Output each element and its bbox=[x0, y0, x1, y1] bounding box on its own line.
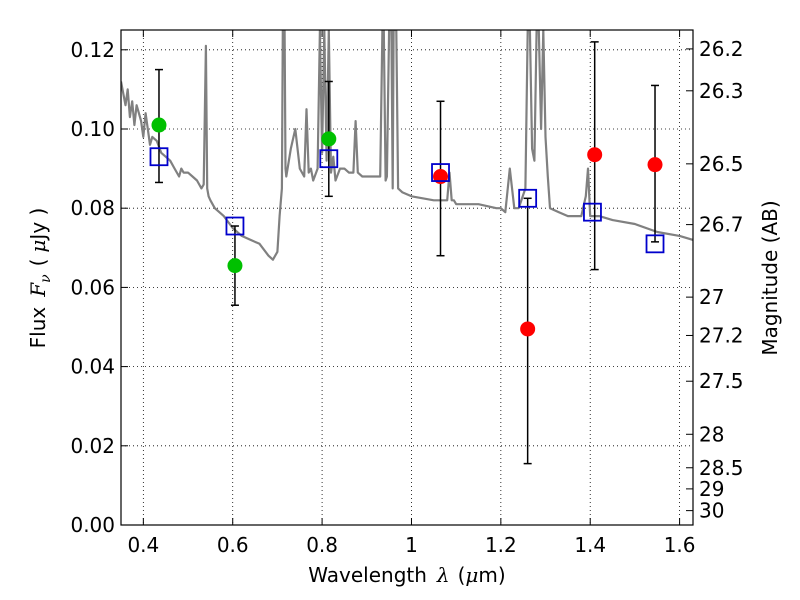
model-photometry-square bbox=[149, 147, 169, 167]
y2-tick-label: 28.5 bbox=[699, 456, 744, 480]
y2-tick-label: 26.5 bbox=[699, 152, 744, 176]
model-photometry-square bbox=[225, 216, 245, 236]
y2-tick-label: 26.3 bbox=[699, 79, 744, 103]
model-photometry-square bbox=[319, 149, 339, 169]
data-point bbox=[587, 147, 603, 163]
model-photometry-square bbox=[431, 163, 450, 182]
y-tick-label: 0.06 bbox=[70, 275, 115, 299]
y2-tick-label: 26.2 bbox=[699, 37, 744, 61]
y2-tick-label: 30 bbox=[699, 499, 724, 523]
x-tick-label: 0.6 bbox=[217, 533, 249, 557]
y2-tick-label: 27.5 bbox=[699, 369, 744, 393]
y2-axis-label: Magnitude (AB) bbox=[758, 200, 782, 355]
y2-tick-label: 26.7 bbox=[699, 213, 744, 237]
x-tick-label: 1.6 bbox=[664, 533, 696, 557]
x-tick-label: 1 bbox=[405, 533, 418, 557]
y-axis-label: FluxFν(μJy ) bbox=[26, 208, 54, 349]
model-photometry-square bbox=[518, 188, 538, 208]
data-point bbox=[520, 321, 536, 337]
plot-frame bbox=[120, 29, 694, 526]
x-tick-label: 1.2 bbox=[485, 533, 517, 557]
data-point bbox=[151, 117, 167, 133]
data-point bbox=[227, 258, 243, 274]
y-tick-label: 0.00 bbox=[70, 513, 115, 537]
x-tick-label: 0.4 bbox=[127, 533, 159, 557]
y-tick-label: 0.08 bbox=[70, 196, 115, 220]
y-tick-label: 0.12 bbox=[70, 38, 115, 62]
y-tick-label: 0.04 bbox=[70, 355, 115, 379]
data-markers bbox=[149, 117, 665, 337]
y-tick-label: 0.10 bbox=[70, 117, 115, 141]
data-point bbox=[647, 157, 663, 173]
y2-tick-label: 27 bbox=[699, 285, 724, 309]
model-spectrum bbox=[121, 30, 693, 261]
model-spectrum-line bbox=[121, 30, 693, 261]
x-tick-label: 0.8 bbox=[306, 533, 338, 557]
data-point bbox=[321, 131, 337, 147]
y2-tick-label: 29 bbox=[699, 477, 724, 501]
y2-tick-label: 27.2 bbox=[699, 323, 744, 347]
y2-tick-label: 28 bbox=[699, 422, 724, 446]
y-tick-label: 0.02 bbox=[70, 434, 115, 458]
x-axis-label: Wavelength λ (μm) bbox=[308, 563, 505, 587]
x-tick-label: 1.4 bbox=[574, 533, 606, 557]
model-photometry-square bbox=[583, 202, 602, 222]
axis-ticks: 0.4 0.6 0.8 1 1.2 1.4 1.6 0.00 0.02 0.04 0.06 0.08 0… bbox=[70, 30, 744, 557]
model-photometry-square bbox=[645, 234, 665, 254]
